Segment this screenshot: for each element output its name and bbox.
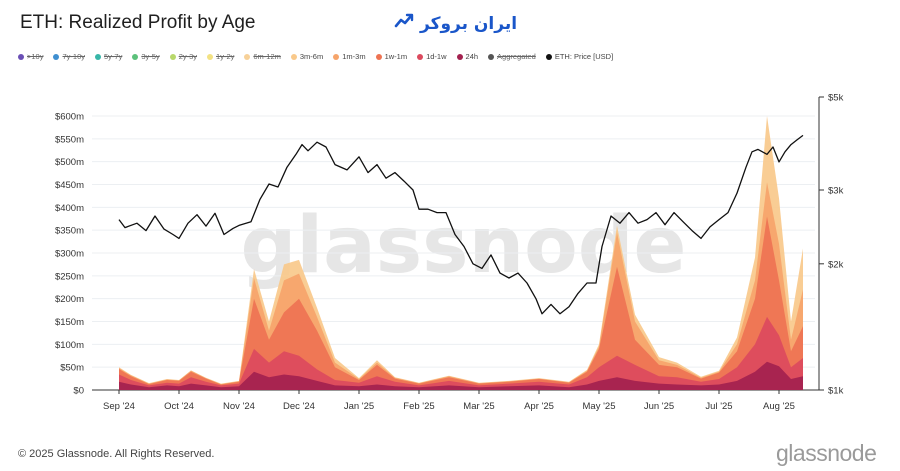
- legend-dot-icon: [333, 53, 340, 60]
- legend-label: 1y-2y: [216, 52, 235, 61]
- legend-item[interactable]: 1d-1w: [417, 52, 447, 61]
- x-tick-label: Jul '25: [705, 401, 732, 412]
- legend-item[interactable]: 5y-7y: [95, 52, 122, 61]
- y-axis-right: $1k $2k $3k $5k: [818, 93, 844, 397]
- area-series-1w-1m: [119, 216, 803, 390]
- area-series-24h: [119, 361, 803, 390]
- legend-label: 7y-10y: [62, 52, 85, 61]
- legend-item[interactable]: 1m-3m: [333, 52, 366, 61]
- y-tick-label: $150m: [55, 317, 84, 328]
- legend-item[interactable]: 3m-6m: [290, 52, 324, 61]
- legend-dot-icon: [207, 53, 214, 60]
- legend-item[interactable]: 6m-12m: [244, 52, 281, 61]
- legend-label: 5y-7y: [104, 52, 123, 61]
- y-tick-label: $450m: [55, 180, 84, 191]
- y-tick-label: $500m: [55, 157, 84, 168]
- legend-label: Aggregated: [497, 52, 536, 61]
- x-tick-label: Dec '24: [283, 401, 315, 412]
- y-tick-label: $100m: [55, 340, 84, 351]
- trend-up-icon: [394, 12, 414, 35]
- legend-label: 6m-12m: [253, 52, 281, 61]
- y-right-tick-label: $1k: [828, 386, 844, 397]
- legend-dot-icon: [456, 53, 463, 60]
- y-tick-label: $200m: [55, 294, 84, 305]
- legend-dot-icon: [169, 53, 176, 60]
- legend-dot-icon: [132, 53, 139, 60]
- x-tick-label: Aug '25: [763, 401, 795, 412]
- legend-item[interactable]: 1y-2y: [207, 52, 234, 61]
- y-right-tick-label: $5k: [828, 93, 844, 104]
- legend-label: 2y-3y: [178, 52, 198, 61]
- x-tick-label: Oct '24: [164, 401, 194, 412]
- legend-item[interactable]: 1w-1m: [375, 52, 408, 61]
- legend-label: 3y-5y: [141, 52, 160, 61]
- legend-item[interactable]: 24h: [456, 52, 479, 61]
- x-tick-label: Apr '25: [524, 401, 554, 412]
- y-tick-label: $600m: [55, 112, 84, 123]
- x-tick-label: May '25: [583, 401, 616, 412]
- y-tick-label: $300m: [55, 249, 84, 260]
- legend-dot-icon: [244, 53, 251, 60]
- y-tick-label: $0: [73, 386, 84, 397]
- x-tick-label: Jun '25: [644, 401, 674, 412]
- legend-item[interactable]: 7y-10y: [53, 52, 85, 61]
- legend-item[interactable]: ETH: Price [USD]: [545, 52, 614, 61]
- y-tick-label: $250m: [55, 271, 84, 282]
- x-tick-label: Nov '24: [223, 401, 255, 412]
- legend-dot-icon: [375, 53, 382, 60]
- area-series-1d-1w: [119, 316, 803, 390]
- x-axis: Sep '24 Oct '24 Nov '24 Dec '24 Jan '25 Feb '…: [92, 389, 819, 412]
- legend-dot-icon: [488, 53, 495, 60]
- legend-dot-icon: [53, 53, 60, 60]
- y-right-tick-label: $2k: [828, 259, 844, 270]
- legend-dot-icon: [545, 53, 552, 60]
- iranbroker-logo: ایران بروکر: [394, 12, 517, 35]
- glassnode-brand: glassnode: [776, 440, 877, 466]
- legend-item[interactable]: Aggregated: [488, 52, 536, 61]
- legend-label: 24h: [465, 52, 479, 61]
- legend-dot-icon: [417, 53, 424, 60]
- y-tick-label: $350m: [55, 226, 84, 237]
- y-tick-label: $50m: [60, 363, 84, 374]
- legend-dot-icon: [18, 53, 24, 60]
- legend-label: 3m-6m: [299, 52, 324, 61]
- legend-label: 1d-1w: [426, 52, 447, 61]
- legend-label: 1m-3m: [342, 52, 366, 61]
- legend-label: >10y: [27, 52, 44, 61]
- y-right-tick-label: $3k: [828, 185, 844, 196]
- chart-legend: >10y 7y-10y 5y-7y 3y-5y 2y-3y 1y-2y 6m-12m 3m-6…: [18, 52, 613, 61]
- y-tick-label: $550m: [55, 134, 84, 145]
- copyright-text: © 2025 Glassnode. All Rights Reserved.: [18, 448, 215, 460]
- y-tick-label: $400m: [55, 203, 84, 214]
- y-axis-left: $0 $50m $100m $150m $200m $250m $300m $350m $400…: [55, 112, 815, 397]
- legend-label: ETH: Price [USD]: [554, 52, 614, 61]
- legend-item[interactable]: 3y-5y: [132, 52, 160, 61]
- logo-text: ایران بروکر: [420, 13, 518, 34]
- legend-dot-icon: [290, 53, 297, 60]
- x-tick-label: Jan '25: [344, 401, 374, 412]
- x-tick-label: Mar '25: [463, 401, 494, 412]
- x-tick-label: Sep '24: [103, 401, 135, 412]
- legend-item[interactable]: >10y: [18, 52, 43, 61]
- legend-dot-icon: [95, 53, 101, 60]
- chart-title: ETH: Realized Profit by Age: [20, 12, 256, 33]
- legend-label: 1w-1m: [384, 52, 408, 61]
- eth-price-line: [118, 134, 804, 315]
- x-tick-label: Feb '25: [403, 401, 434, 412]
- legend-item[interactable]: 2y-3y: [169, 52, 198, 61]
